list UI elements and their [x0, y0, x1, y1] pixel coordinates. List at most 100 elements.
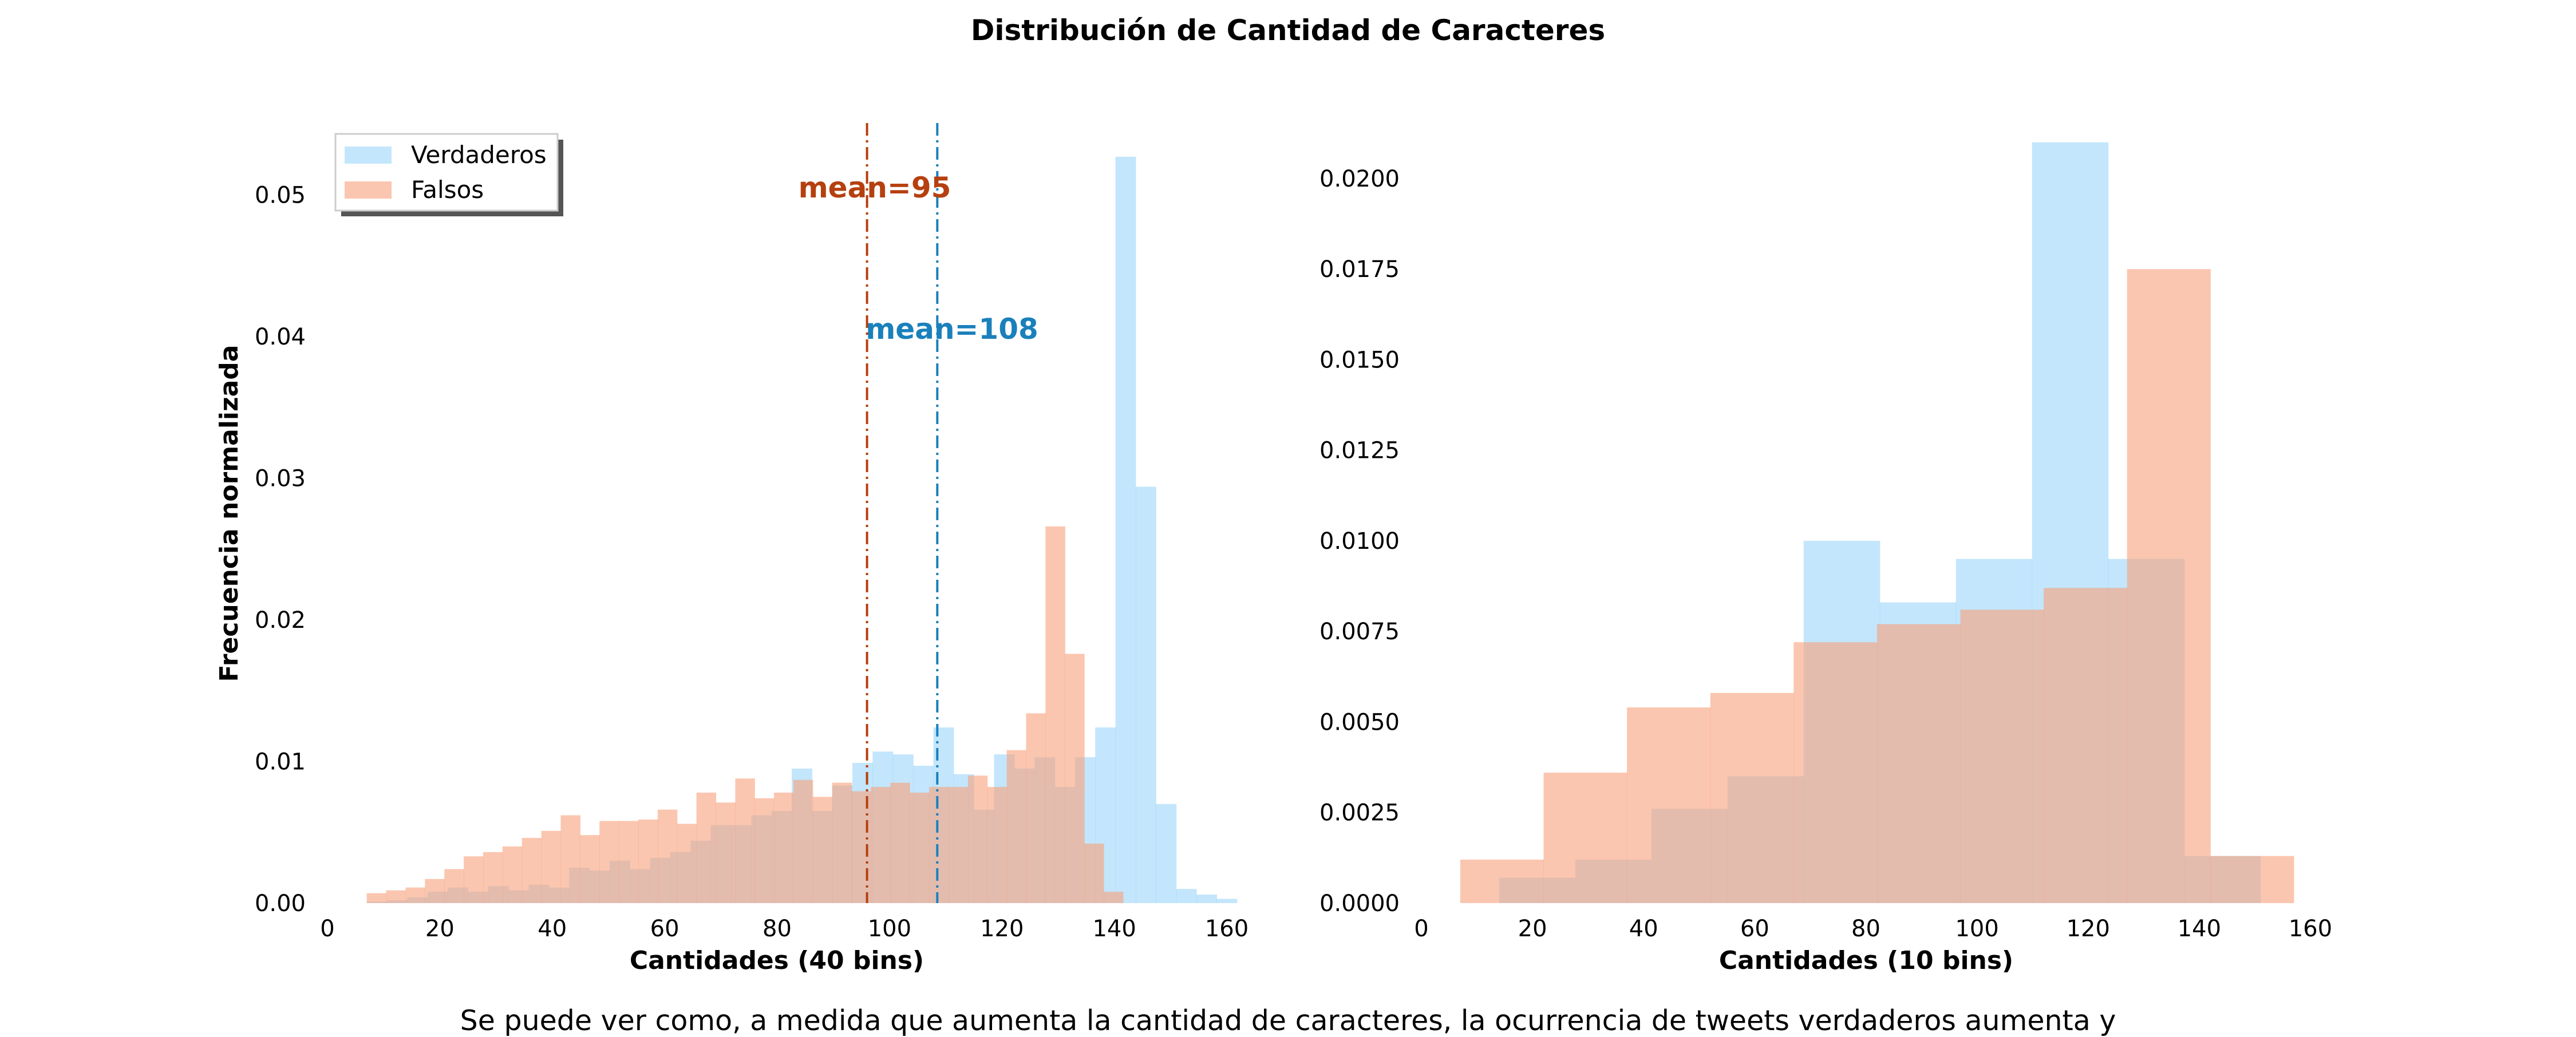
left-y-tick-label: 0.02 [255, 607, 306, 634]
figure-title: Distribución de Cantidad de Caracteres [971, 14, 1605, 47]
left-bar-falsos [696, 792, 717, 903]
left-x-ticks: 0 20 40 60 80 100 120 140 160 [320, 916, 1249, 942]
left-x-tick-label: 120 [980, 916, 1024, 942]
left-bar-falsos [599, 821, 619, 903]
right-x-tick-label: 60 [1740, 916, 1769, 942]
right-x-tick-label: 0 [1414, 916, 1428, 942]
right-y-tick-label: 0.0050 [1319, 709, 1400, 735]
left-x-tick-label: 80 [762, 916, 792, 942]
right-bar-falsos [2127, 269, 2211, 904]
left-x-tick-label: 40 [538, 916, 567, 942]
left-bar-verdaderos [1176, 889, 1197, 903]
left-x-tick-label: 140 [1092, 916, 1136, 942]
right-x-tick-label: 40 [1629, 916, 1658, 942]
left-y-tick-label: 0.00 [255, 890, 306, 917]
left-bar-falsos [521, 838, 542, 903]
left-bar-falsos [619, 821, 639, 903]
left-x-axis-label: Cantidades (40 bins) [630, 946, 924, 975]
left-bar-verdaderos [1216, 899, 1238, 903]
left-x-tick-label: 20 [425, 916, 455, 942]
right-x-tick-label: 100 [1955, 916, 1998, 942]
left-bar-falsos [716, 802, 736, 903]
right-y-tick-label: 0.0150 [1319, 347, 1400, 373]
left-x-tick-label: 0 [320, 916, 334, 942]
left-bar-falsos [871, 787, 891, 903]
left-y-tick-label: 0.05 [255, 183, 306, 209]
left-bar-falsos [405, 887, 425, 903]
left-bar-falsos [1103, 892, 1124, 903]
right-x-tick-label: 140 [2178, 916, 2221, 942]
left-bar-falsos [967, 775, 988, 903]
legend-label-falsos: Falsos [411, 176, 484, 204]
right-y-tick-label: 0.0075 [1319, 619, 1400, 645]
right-bar-falsos [1710, 692, 1794, 903]
legend-label-verdaderos: Verdaderos [411, 141, 547, 169]
left-bar-falsos [1006, 750, 1027, 903]
right-y-tick-label: 0.0125 [1319, 438, 1400, 464]
right-x-tick-label: 160 [2289, 916, 2332, 942]
right-bar-falsos [1543, 773, 1627, 903]
right-bar-falsos [1627, 707, 1711, 903]
right-y-tick-label: 0.0175 [1319, 256, 1400, 283]
right-bar-falsos [1876, 624, 1961, 903]
right-x-tick-label: 80 [1851, 916, 1880, 942]
left-bar-falsos [1045, 526, 1065, 903]
figure-caption: Se puede ver como, a medida que aumenta … [460, 1004, 2116, 1037]
left-y-ticks: 0.00 0.01 0.02 0.03 0.04 0.05 [255, 183, 306, 917]
left-bar-verdaderos [1135, 486, 1156, 903]
left-bar-falsos [502, 846, 523, 903]
right-x-axis-label: Cantidades (10 bins) [1719, 946, 2013, 975]
chart-left: mean=95 mean=108 0 20 40 60 80 100 120 140 160 0… [215, 123, 1249, 975]
right-bar-falsos [1793, 642, 1878, 903]
left-bar-verdaderos [1156, 804, 1177, 903]
right-bar-falsos [1960, 609, 2044, 903]
right-bar-falsos [2044, 588, 2128, 903]
right-bar-falsos [2210, 856, 2294, 903]
left-bar-falsos [560, 815, 580, 903]
left-y-tick-label: 0.03 [255, 466, 306, 492]
left-bar-falsos [677, 824, 697, 903]
mean-label-falsos: mean=95 [799, 171, 951, 204]
left-bar-falsos [1065, 654, 1085, 903]
left-bar-falsos [832, 782, 852, 903]
right-x-tick-label: 120 [2067, 916, 2110, 942]
left-bar-falsos [366, 893, 387, 903]
left-bar-falsos [851, 791, 872, 903]
left-bar-falsos [987, 787, 1008, 903]
left-bar-falsos [444, 869, 464, 903]
left-bar-falsos [483, 852, 503, 903]
left-bar-falsos [386, 890, 406, 903]
right-y-tick-label: 0.0200 [1319, 166, 1400, 192]
left-y-tick-label: 0.04 [255, 324, 306, 350]
left-x-tick-label: 60 [650, 916, 679, 942]
left-bar-falsos [754, 798, 775, 903]
left-bar-falsos [929, 787, 949, 903]
right-bars [1460, 142, 2294, 904]
left-bar-falsos [910, 792, 930, 903]
chart-right: 0 20 40 60 80 100 120 140 160 0.0000 0.0025 0.0050… [1319, 142, 2332, 975]
left-x-tick-label: 160 [1205, 916, 1249, 942]
mean-label-verdaderos: mean=108 [866, 312, 1038, 346]
left-bar-falsos [890, 782, 910, 903]
left-bar-falsos [425, 878, 445, 903]
left-bar-falsos [1084, 844, 1104, 903]
left-bar-falsos [541, 830, 562, 903]
left-bar-falsos [638, 820, 658, 903]
right-x-tick-label: 20 [1518, 916, 1547, 942]
left-bar-falsos [812, 797, 833, 903]
left-bar-falsos [464, 856, 484, 903]
left-bar-falsos [580, 835, 600, 903]
left-y-tick-label: 0.01 [255, 749, 306, 775]
right-y-tick-label: 0.0100 [1319, 528, 1400, 555]
right-y-ticks: 0.0000 0.0025 0.0050 0.0075 0.0100 0.0125 0.01… [1319, 166, 1400, 917]
right-x-ticks: 0 20 40 60 80 100 120 140 160 [1414, 916, 2332, 942]
right-y-tick-label: 0.0000 [1319, 890, 1400, 917]
legend-swatch-falsos [345, 181, 392, 199]
left-bar-verdaderos [1115, 156, 1136, 903]
legend: Verdaderos Falsos [334, 133, 563, 216]
right-bar-falsos [1460, 860, 1544, 903]
left-bar-falsos [774, 792, 794, 903]
right-y-tick-label: 0.0025 [1319, 800, 1400, 826]
left-bar-falsos [735, 778, 755, 903]
